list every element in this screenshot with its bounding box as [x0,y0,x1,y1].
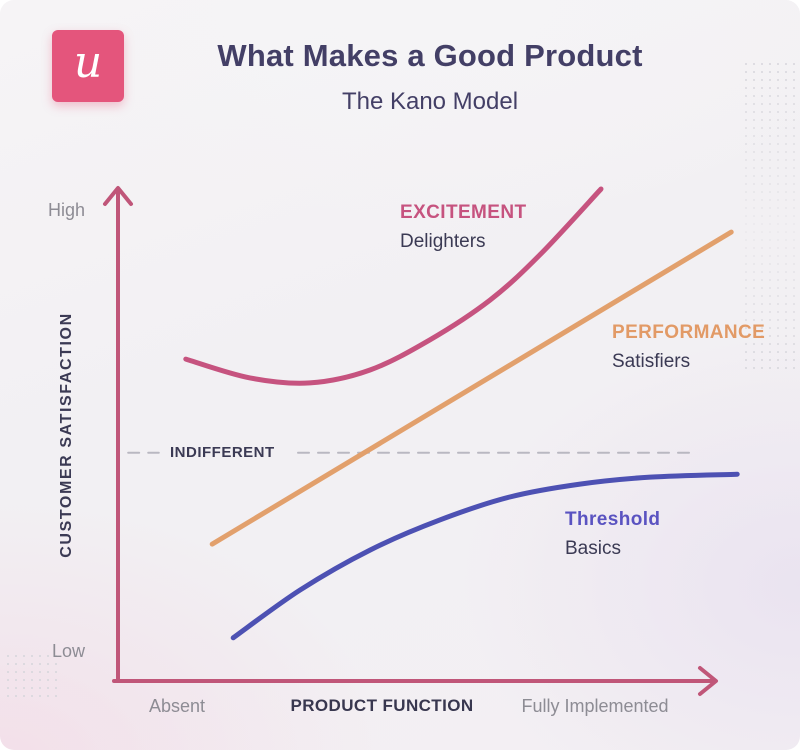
header: What Makes a Good Product The Kano Model [0,38,800,116]
x-axis-arrow-icon [698,666,718,696]
dot-grid-top-right [742,60,796,372]
threshold-sublabel: Basics [565,538,621,559]
curve-performance [209,229,734,547]
x-axis-title: PRODUCT FUNCTION [290,696,474,715]
excitement-sublabel: Delighters [400,231,486,252]
threshold-label: Threshold [565,509,661,530]
performance-label: PERFORMANCE [612,322,766,343]
excitement-label: EXCITEMENT [400,202,527,223]
dot-grid-bottom-left [4,652,62,698]
y-axis-high-label: High [48,200,86,220]
curve-excitement [183,186,604,386]
y-axis-arrow-icon [103,186,133,206]
indifferent-label: INDIFFERENT [170,444,275,461]
curve-threshold [230,471,740,641]
threshold-label-group: Threshold Basics [565,509,660,560]
excitement-label-group: EXCITEMENT Delighters [400,202,526,253]
page-subtitle: The Kano Model [341,88,519,115]
x-axis-absent-label: Absent [148,696,206,716]
y-axis-title: CUSTOMER SATISFACTION [58,312,75,558]
performance-label-group: PERFORMANCE Satisfiers [612,322,765,373]
brand-logo: u [52,30,124,102]
page-title: What Makes a Good Product [217,38,643,73]
performance-sublabel: Satisfiers [612,351,691,372]
y-axis-low-label: Low [52,641,86,661]
x-axis-fully-implemented-label: Fully Implemented [521,696,669,716]
brand-logo-letter: u [73,37,103,88]
